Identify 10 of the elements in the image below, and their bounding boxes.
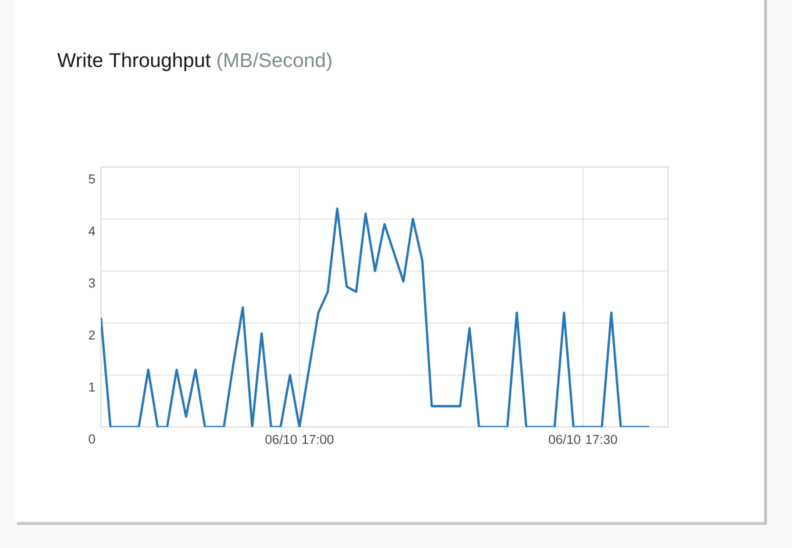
x-tick-label: 06/10 17:30 — [548, 434, 618, 444]
chart-title: Write Throughput — [57, 52, 211, 72]
y-tick-label: 3 — [88, 278, 95, 288]
y-tick-label: 4 — [88, 226, 96, 236]
y-tick-label: 1 — [89, 382, 95, 392]
x-tick-label: 06/10 17:00 — [265, 434, 334, 444]
chart-subtitle: (MB/Second) — [218, 52, 332, 72]
y-tick-label: 0 — [88, 434, 95, 444]
y-tick-label: 2 — [88, 330, 95, 340]
y-tick-label: 5 — [88, 174, 95, 184]
